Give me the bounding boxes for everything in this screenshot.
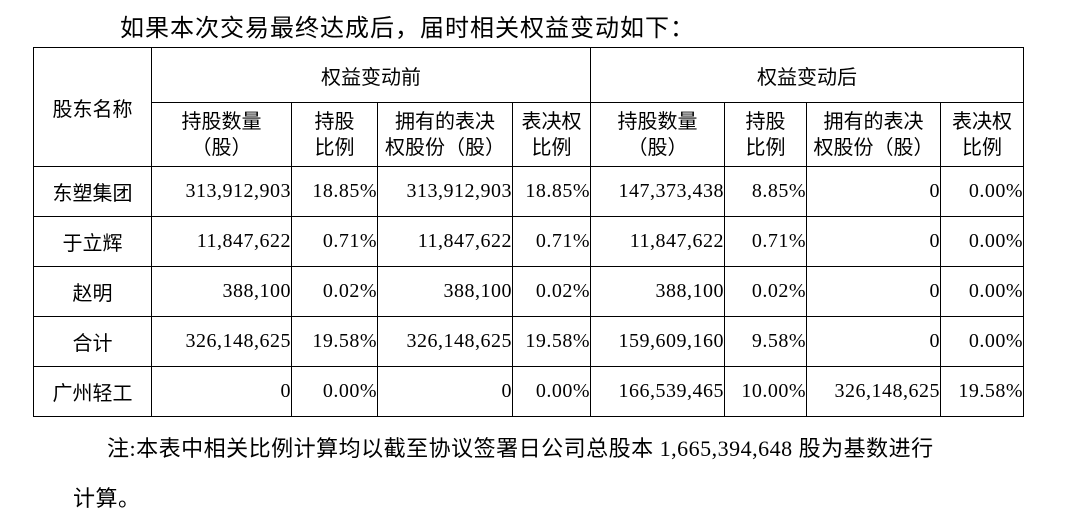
cell-before-voting-ratio: 0.00% <box>512 366 591 417</box>
table-group-header-row: 股东名称 权益变动前 权益变动后 <box>33 47 1024 167</box>
cell-before-shares: 11,847,622 <box>151 216 292 267</box>
cell-after-shares: 166,539,465 <box>590 366 725 417</box>
cell-before-voting-ratio: 19.58% <box>512 316 591 367</box>
header-after-voting-ratio: 表决权 比例 <box>940 102 1024 167</box>
table-row: 合计 326,148,625 19.58% 326,148,625 19.58%… <box>33 316 1024 367</box>
cell-after-shares: 147,373,438 <box>590 166 725 217</box>
equity-change-table: 股东名称 权益变动前 权益变动后 持股数量 （股） 持股 比例 拥有的表决 权股… <box>33 47 1024 417</box>
header-after-voting-shares: 拥有的表决 权股份（股） <box>806 102 941 167</box>
header-before-ratio: 持股 比例 <box>291 102 378 167</box>
table-row: 广州轻工 0 0.00% 0 0.00% 166,539,465 10.00% … <box>33 366 1024 417</box>
header-group-after: 权益变动后 <box>590 47 1024 103</box>
cell-after-voting-shares: 0 <box>806 266 941 317</box>
cell-after-ratio: 0.02% <box>724 266 807 317</box>
cell-shareholder-name: 赵明 <box>33 266 152 317</box>
cell-after-voting-ratio: 0.00% <box>940 316 1024 367</box>
cell-before-voting-shares: 326,148,625 <box>377 316 513 367</box>
cell-after-voting-shares: 326,148,625 <box>806 366 941 417</box>
table-row: 于立辉 11,847,622 0.71% 11,847,622 0.71% 11… <box>33 216 1024 267</box>
cell-after-voting-ratio: 0.00% <box>940 216 1024 267</box>
cell-before-voting-ratio: 18.85% <box>512 166 591 217</box>
cell-after-voting-ratio: 19.58% <box>940 366 1024 417</box>
cell-before-ratio: 18.85% <box>291 166 378 217</box>
cell-after-voting-shares: 0 <box>806 216 941 267</box>
table-row: 赵明 388,100 0.02% 388,100 0.02% 388,100 0… <box>33 266 1024 317</box>
cell-after-ratio: 0.71% <box>724 216 807 267</box>
header-group-before: 权益变动前 <box>151 47 591 103</box>
cell-before-ratio: 19.58% <box>291 316 378 367</box>
footnote-line-1: 注:本表中相关比例计算均以截至协议签署日公司总股本 1,665,394,648 … <box>107 436 934 461</box>
header-before-voting-shares: 拥有的表决 权股份（股） <box>377 102 513 167</box>
cell-before-voting-ratio: 0.71% <box>512 216 591 267</box>
cell-after-ratio: 9.58% <box>724 316 807 367</box>
header-before-shares: 持股数量 （股） <box>151 102 292 167</box>
cell-after-voting-ratio: 0.00% <box>940 266 1024 317</box>
cell-before-shares: 326,148,625 <box>151 316 292 367</box>
cell-after-voting-shares: 0 <box>806 166 941 217</box>
cell-before-shares: 388,100 <box>151 266 292 317</box>
cell-before-voting-shares: 313,912,903 <box>377 166 513 217</box>
cell-shareholder-name: 广州轻工 <box>33 366 152 417</box>
cell-before-voting-shares: 0 <box>377 366 513 417</box>
footnote-line-2: 计算。 <box>73 486 141 511</box>
cell-after-shares: 388,100 <box>590 266 725 317</box>
cell-after-shares: 11,847,622 <box>590 216 725 267</box>
cell-after-ratio: 8.85% <box>724 166 807 217</box>
cell-before-shares: 0 <box>151 366 292 417</box>
cell-before-voting-shares: 11,847,622 <box>377 216 513 267</box>
cell-after-ratio: 10.00% <box>724 366 807 417</box>
cell-before-ratio: 0.02% <box>291 266 378 317</box>
header-after-shares: 持股数量 （股） <box>590 102 725 167</box>
header-shareholder-name: 股东名称 <box>33 47 152 167</box>
table-subheader-row: 持股数量 （股） 持股 比例 拥有的表决 权股份（股） 表决权 比例 持股数量 <box>34 102 1024 167</box>
intro-paragraph: 如果本次交易最终达成后，届时相关权益变动如下： <box>120 16 695 42</box>
cell-shareholder-name: 于立辉 <box>33 216 152 267</box>
cell-before-shares: 313,912,903 <box>151 166 292 217</box>
cell-after-shares: 159,609,160 <box>590 316 725 367</box>
cell-before-voting-ratio: 0.02% <box>512 266 591 317</box>
table-row: 东塑集团 313,912,903 18.85% 313,912,903 18.8… <box>33 166 1024 217</box>
cell-before-voting-shares: 388,100 <box>377 266 513 317</box>
cell-shareholder-name: 东塑集团 <box>33 166 152 217</box>
cell-shareholder-name: 合计 <box>33 316 152 367</box>
header-before-voting-ratio: 表决权 比例 <box>512 102 591 167</box>
cell-before-ratio: 0.71% <box>291 216 378 267</box>
cell-after-voting-ratio: 0.00% <box>940 166 1024 217</box>
cell-before-ratio: 0.00% <box>291 366 378 417</box>
header-after-ratio: 持股 比例 <box>724 102 807 167</box>
cell-after-voting-shares: 0 <box>806 316 941 367</box>
